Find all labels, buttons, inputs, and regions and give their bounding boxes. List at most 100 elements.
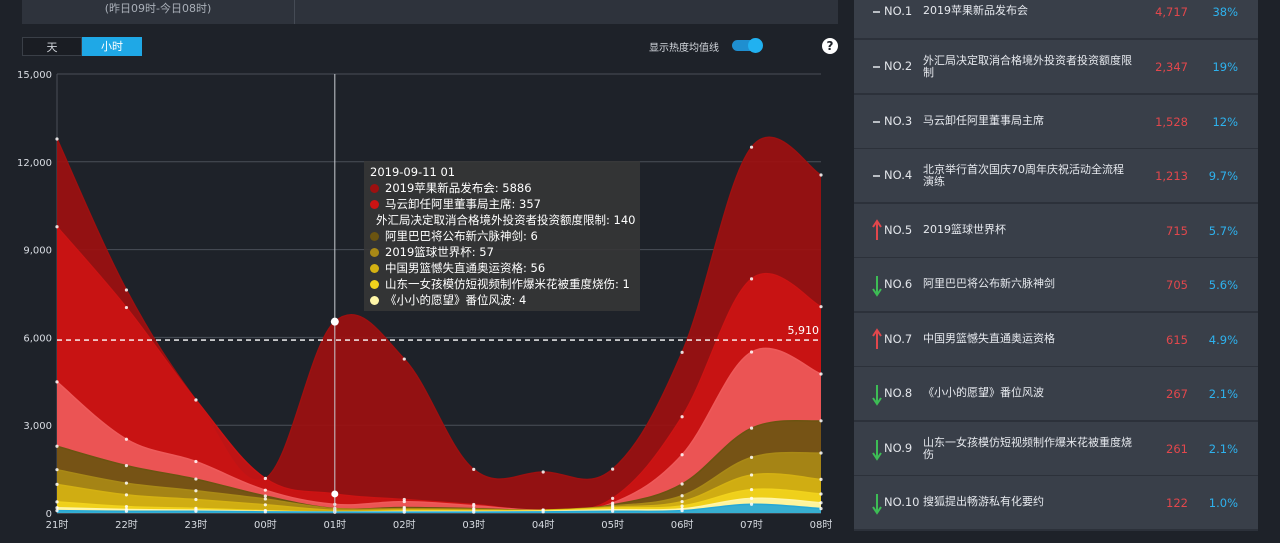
ranking-row[interactable]: NO.1 2019苹果新品发布会 4,717 38% xyxy=(854,0,1258,38)
x-tick-label: 04时 xyxy=(532,519,555,531)
granularity-toggle: 天 小时 xyxy=(22,37,142,57)
ranking-percent: 4.9% xyxy=(1208,333,1238,347)
series-point xyxy=(55,225,59,229)
ranking-row[interactable]: NO.6 阿里巴巴将公布新六脉神剑 705 5.6% xyxy=(854,258,1258,311)
ranking-rank: NO.8 xyxy=(884,386,913,400)
series-point xyxy=(55,482,59,486)
y-tick-label: 15,000 xyxy=(17,70,52,81)
series-point xyxy=(749,473,754,477)
tooltip-row: 2019篮球世界杯: 57 xyxy=(370,244,634,260)
tooltip-rows: 2019苹果新品发布会: 5886 马云卸任阿里董事局主席: 357 外汇局决定取消… xyxy=(370,180,635,308)
trend-up-icon xyxy=(872,219,882,240)
tooltip-row: 2019苹果新品发布会: 5886 xyxy=(370,180,634,196)
series-point xyxy=(402,499,406,504)
series-point xyxy=(819,305,823,309)
ranking-row[interactable]: NO.10 搜狐提出畅游私有化要约 122 1.0% xyxy=(854,476,1258,529)
series-line xyxy=(56,451,822,511)
ranking-percent: 5.6% xyxy=(1208,278,1238,292)
series-point xyxy=(263,503,267,507)
y-tick-label: 9,000 xyxy=(23,246,52,257)
ranking-rank: NO.9 xyxy=(884,441,913,455)
legend-dot-icon xyxy=(370,199,379,209)
hover-point xyxy=(331,490,339,498)
ranking-row[interactable]: NO.2 外汇局决定取消合格境外投资者投资额度限制 2,347 19% xyxy=(854,40,1258,93)
trend-flat-icon xyxy=(873,11,880,13)
ranking-row[interactable]: NO.5 2019篮球世界杯 715 5.7% xyxy=(854,204,1258,257)
tooltip-row: 外汇局决定取消合格境外投资者投资额度限制: 140 xyxy=(370,212,635,228)
series-line xyxy=(56,419,822,511)
ranking-rank: NO.2 xyxy=(884,59,913,73)
series-point xyxy=(611,509,615,513)
ranking-row[interactable]: NO.3 马云卸任阿里董事局主席 1,528 12% xyxy=(854,95,1258,148)
tooltip-row: 《小小的愿望》番位风波: 4 xyxy=(370,292,634,308)
legend-dot-icon xyxy=(370,263,379,273)
trend-flat-icon xyxy=(873,175,880,177)
series-point xyxy=(402,510,406,514)
ranking-topic-link[interactable]: 阿里巴巴将公布新六脉神剑 xyxy=(923,277,1055,290)
series-point xyxy=(541,510,545,514)
series-point xyxy=(263,494,267,498)
overlay-layer: 5,910 xyxy=(57,74,821,513)
top-tab-time-range[interactable]: (昨日09时-今日08时) xyxy=(22,0,295,24)
y-tick-label: 0 xyxy=(46,509,52,520)
series-point xyxy=(749,487,754,492)
ranking-count: 715 xyxy=(1166,224,1188,238)
legend-dot-icon xyxy=(370,279,379,289)
series-point xyxy=(680,504,684,508)
ranking-percent: 2.1% xyxy=(1208,442,1238,456)
help-icon[interactable]: ? xyxy=(822,38,838,54)
ranking-topic-link[interactable]: 山东一女孩模仿短视频制作爆米花被重度烧伤 xyxy=(923,436,1132,461)
series-point xyxy=(680,453,684,457)
series-point xyxy=(819,173,823,177)
series-point xyxy=(472,504,476,508)
ranking-topic-link[interactable]: 中国男篮憾失直通奥运资格 xyxy=(923,332,1055,345)
series-point xyxy=(819,372,823,376)
x-tick-label: 08时 xyxy=(810,519,833,531)
ranking-topic-link[interactable]: 北京举行首次国庆70周年庆祝活动全流程演练 xyxy=(923,163,1124,188)
legend-dot-icon xyxy=(370,231,379,241)
legend-dot-icon xyxy=(370,247,379,257)
ranking-topic-link[interactable]: 2019篮球世界杯 xyxy=(923,223,1006,236)
trend-flat-icon xyxy=(873,121,880,123)
ranking-count: 705 xyxy=(1166,278,1188,292)
series-point xyxy=(194,477,198,481)
series-point xyxy=(819,477,823,481)
top-tab-sub-label: (昨日09时-今日08时) xyxy=(104,2,212,15)
ranking-topic-link[interactable]: 搜狐提出畅游私有化要约 xyxy=(923,495,1044,508)
trend-down-icon xyxy=(872,440,882,461)
ranking-rank: NO.3 xyxy=(884,114,913,128)
tooltip-row: 阿里巴巴将公布新六脉神剑: 6 xyxy=(370,228,634,244)
day-toggle-button[interactable]: 天 xyxy=(22,37,82,56)
x-tick-label: 00时 xyxy=(254,519,277,531)
hover-point xyxy=(330,317,339,326)
series-point xyxy=(611,496,615,500)
x-tick-label: 21时 xyxy=(46,519,69,531)
ranking-row[interactable]: NO.4 北京举行首次国庆70周年庆祝活动全流程演练 1,213 9.7% xyxy=(854,149,1258,202)
ranking-topic-link[interactable]: 2019苹果新品发布会 xyxy=(923,4,1028,17)
ranking-count: 1,213 xyxy=(1155,169,1188,183)
x-tick-label: 22时 xyxy=(115,519,138,531)
ranking-rank: NO.5 xyxy=(884,223,913,237)
series-point xyxy=(680,509,684,513)
heat-average-switch[interactable] xyxy=(732,38,763,53)
ranking-rank: NO.6 xyxy=(884,277,913,291)
series-point xyxy=(819,507,823,511)
series-point xyxy=(55,137,59,141)
ranking-row[interactable]: NO.9 山东一女孩模仿短视频制作爆米花被重度烧伤 261 2.1% xyxy=(854,422,1258,475)
series-point xyxy=(680,499,684,504)
ranking-rank: NO.4 xyxy=(884,168,913,182)
ranking-topic-link[interactable]: 《小小的愿望》番位风波 xyxy=(923,386,1044,399)
tooltip-row: 马云卸任阿里董事局主席: 357 xyxy=(370,196,634,212)
hour-toggle-button[interactable]: 小时 xyxy=(82,37,142,56)
ranking-topic-link[interactable]: 马云卸任阿里董事局主席 xyxy=(923,114,1044,127)
series-point xyxy=(55,468,59,472)
series-line xyxy=(56,226,822,512)
ranking-row[interactable]: NO.7 中国男篮憾失直通奥运资格 615 4.9% xyxy=(854,313,1258,366)
switch-knob xyxy=(748,38,763,53)
tooltip-row-text: 山东一女孩模仿短视频制作爆米花被重度烧伤: 1 xyxy=(385,277,630,291)
ranking-count: 267 xyxy=(1166,387,1188,401)
series-point xyxy=(124,481,129,485)
ranking-count: 122 xyxy=(1166,496,1188,510)
ranking-row[interactable]: NO.8 《小小的愿望》番位风波 267 2.1% xyxy=(854,367,1258,420)
ranking-topic-link[interactable]: 外汇局决定取消合格境外投资者投资额度限制 xyxy=(923,54,1132,79)
